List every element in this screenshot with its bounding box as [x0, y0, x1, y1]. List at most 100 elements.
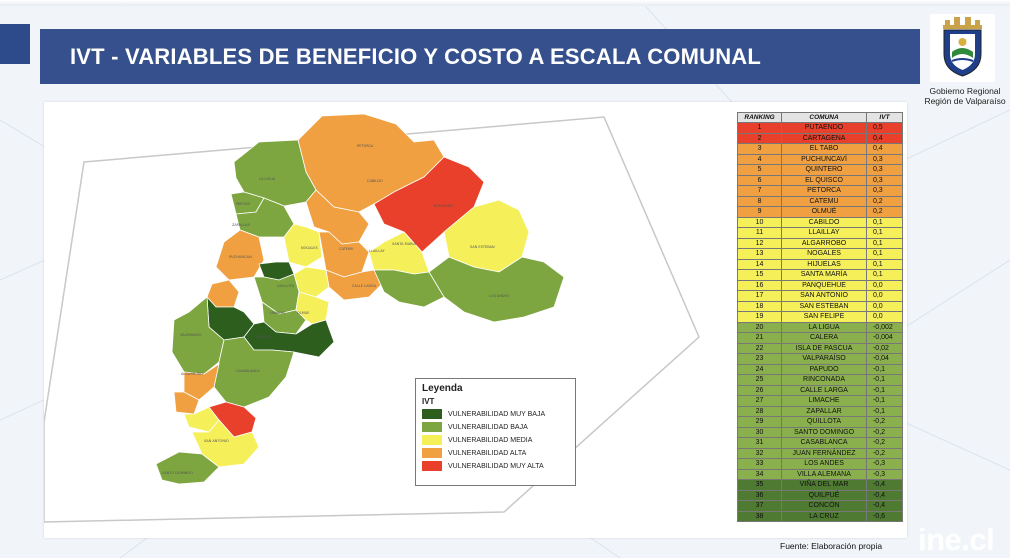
ivt-cell: -0,1: [865, 374, 904, 386]
rank-cell: 36: [736, 489, 783, 501]
rank-cell: 23: [736, 353, 783, 365]
comuna-cell: PETORCA: [781, 185, 867, 197]
ivt-cell: 0,1: [865, 258, 904, 270]
svg-text:SAN ANTONIO: SAN ANTONIO: [204, 439, 229, 443]
ivt-cell: 0,4: [865, 132, 904, 144]
ivt-cell: 0,2: [865, 195, 904, 207]
ivt-cell: 0,1: [865, 248, 904, 260]
svg-text:SAN ESTEBAN: SAN ESTEBAN: [470, 245, 495, 249]
table-row: 36 QUILPUÉ -0,4: [736, 489, 904, 501]
comuna-cell: QUINTERO: [781, 164, 867, 176]
table-row: 9 OLMUÉ 0,2: [736, 206, 904, 218]
ivt-cell: -0,004: [865, 332, 904, 344]
ivt-cell: -0,1: [865, 395, 904, 407]
rank-cell: 5: [736, 164, 783, 176]
rank-cell: 11: [736, 227, 783, 239]
comuna-cell: LIMACHE: [781, 395, 867, 407]
table-row: 38 LA CRUZ -0,6: [736, 510, 904, 522]
rank-cell: 1: [736, 122, 783, 134]
ranking-table: RANKING COMUNA IVT 1 PUTAENDO 0,5 2 CARTAGEN…: [736, 112, 904, 522]
ivt-cell: -0,3: [865, 458, 904, 470]
ivt-cell: 0,0: [865, 290, 904, 302]
table-row: 1 PUTAENDO 0,5: [736, 122, 904, 134]
slide-title: IVT - VARIABLES DE BENEFICIO Y COSTO A E…: [70, 43, 762, 69]
rank-cell: 17: [736, 290, 783, 302]
ivt-cell: -0,2: [865, 437, 904, 449]
header-ranking: RANKING: [736, 112, 783, 123]
svg-text:LLAILLAY: LLAILLAY: [369, 249, 386, 253]
table-row: 15 SANTA MARÍA 0,1: [736, 269, 904, 281]
header-comuna: COMUNA: [781, 112, 867, 123]
table-row: 8 CATEMU 0,2: [736, 195, 904, 207]
svg-text:ZAPALLAR: ZAPALLAR: [232, 223, 250, 227]
comuna-putaendo: [373, 156, 485, 253]
comuna-cell: CALLE LARGA: [781, 384, 867, 396]
rank-cell: 10: [736, 216, 783, 228]
comuna-cell: LLAILLAY: [781, 227, 867, 239]
ivt-cell: -0,002: [865, 321, 904, 333]
ivt-cell: -0,4: [865, 479, 904, 491]
table-row: 5 QUINTERO 0,3: [736, 164, 904, 176]
table-row: 35 VIÑA DEL MAR -0,4: [736, 479, 904, 491]
table-row: 4 PUCHUNCAVÍ 0,3: [736, 153, 904, 165]
svg-text:PETORCA: PETORCA: [357, 144, 374, 148]
table-row: 37 CONCÓN -0,4: [736, 500, 904, 512]
ivt-cell: 0,1: [865, 269, 904, 281]
ivt-cell: 0,0: [865, 300, 904, 312]
title-bar: IVT - VARIABLES DE BENEFICIO Y COSTO A E…: [40, 29, 920, 84]
table-row: 21 CALERA -0,004: [736, 332, 904, 344]
legend-item: VULNERABILIDAD MUY BAJA: [422, 409, 569, 419]
legend-title: Leyenda: [422, 383, 463, 394]
rank-cell: 29: [736, 416, 783, 428]
ivt-cell: -0,1: [865, 405, 904, 417]
gobierno-regional-logo: [930, 14, 995, 82]
comuna-cabildo: [305, 189, 370, 245]
comuna-cell: CATEMU: [781, 195, 867, 207]
table-row: 14 HIJUELAS 0,1: [736, 258, 904, 270]
comuna-cell: HIJUELAS: [781, 258, 867, 270]
legend-swatch: [422, 409, 442, 419]
table-row: 31 CASABLANCA -0,2: [736, 437, 904, 449]
svg-text:VALPARAISO: VALPARAISO: [180, 333, 202, 337]
legend-items: VULNERABILIDAD MUY BAJA VULNERABILIDAD BA…: [422, 409, 569, 471]
comuna-cell: NOGALES: [781, 248, 867, 260]
ivt-cell: -0,02: [865, 342, 904, 354]
ivt-cell: 0,1: [865, 227, 904, 239]
table-row: 29 QUILLOTA -0,2: [736, 416, 904, 428]
table-row: 27 LIMACHE -0,1: [736, 395, 904, 407]
table-row: 11 LLAILLAY 0,1: [736, 227, 904, 239]
rank-cell: 16: [736, 279, 783, 291]
rank-cell: 26: [736, 384, 783, 396]
comuna-santo-domingo: [155, 451, 220, 485]
legend-swatch: [422, 422, 442, 432]
legend-item: VULNERABILIDAD MEDIA: [422, 435, 569, 445]
map-legend: Leyenda IVT VULNERABILIDAD MUY BAJA VULNE…: [415, 378, 576, 486]
rank-cell: 14: [736, 258, 783, 270]
comuna-puchuncavi: [215, 229, 265, 281]
coat-of-arms-icon: [943, 17, 982, 77]
legend-item: VULNERABILIDAD MUY ALTA: [422, 461, 569, 471]
legend-subtitle: IVT: [422, 397, 435, 406]
rank-cell: 7: [736, 185, 783, 197]
comuna-calle-larga: [373, 269, 445, 308]
svg-text:PUTAENDO: PUTAENDO: [434, 204, 453, 208]
svg-text:SANTO DOMINGO: SANTO DOMINGO: [162, 471, 193, 475]
ivt-cell: 0,5: [865, 122, 904, 134]
rank-cell: 33: [736, 458, 783, 470]
rank-cell: 32: [736, 447, 783, 459]
ivt-cell: -0,4: [865, 489, 904, 501]
rank-cell: 9: [736, 206, 783, 218]
rank-cell: 2: [736, 132, 783, 144]
legend-label: VULNERABILIDAD MEDIA: [448, 436, 533, 444]
table-row: 6 EL QUISCO 0,3: [736, 174, 904, 186]
comuna-cell: SANTO DOMINGO: [781, 426, 867, 438]
comuna-nogales: [283, 223, 323, 268]
ivt-cell: 0,3: [865, 164, 904, 176]
rank-cell: 28: [736, 405, 783, 417]
rank-cell: 3: [736, 143, 783, 155]
content-panel: PETORCA LA LIGUA CABILDO PAPUDO PUTAENDO…: [44, 102, 907, 538]
comuna-cell: QUILPUÉ: [781, 489, 867, 501]
ivt-cell: -0,2: [865, 426, 904, 438]
rank-cell: 12: [736, 237, 783, 249]
rank-cell: 34: [736, 468, 783, 480]
